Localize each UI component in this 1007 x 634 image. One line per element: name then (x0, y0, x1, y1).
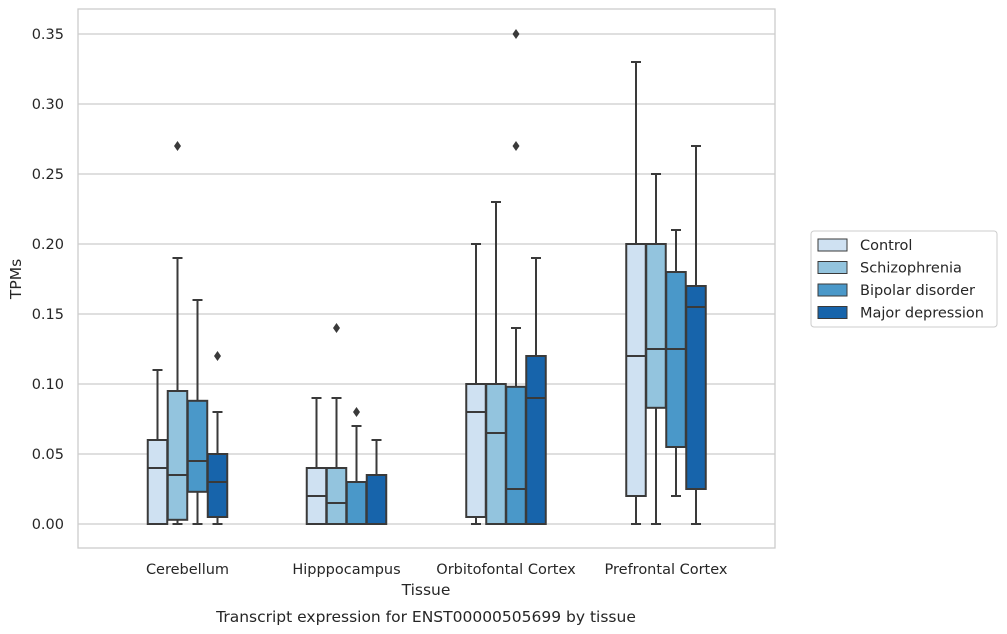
box-iqr (186, 399, 209, 493)
x-axis-label: Tissue (401, 581, 451, 599)
box-schizophrenia (645, 173, 667, 525)
box-major-depression (365, 439, 388, 525)
box-iqr (685, 285, 707, 490)
y-axis-label: TPMs (7, 259, 25, 300)
outlier-point (512, 141, 520, 151)
box-control (305, 397, 328, 525)
box-control (625, 61, 647, 525)
box-iqr (146, 439, 169, 525)
y-tick-label: 0.15 (32, 307, 64, 323)
legend-entry-label: Bipolar disorder (860, 283, 975, 299)
y-tick-labels: 0.00 0.05 0.10 0.15 0.20 0.25 0.30 0.35 (32, 27, 64, 533)
boxes (146, 29, 707, 525)
outlier-point (214, 351, 221, 361)
box-iqr (645, 243, 667, 409)
box-iqr (365, 474, 388, 525)
box-major-depression (525, 257, 547, 525)
legend: Control Schizophrenia Bipolar disorder Majo… (810, 230, 998, 328)
legend-swatch (817, 306, 848, 319)
box-iqr (206, 453, 229, 518)
box-iqr (465, 383, 487, 518)
y-tick-label: 0.30 (32, 97, 64, 113)
x-tick-label: Cerebellum (146, 562, 229, 578)
outlier-point (174, 141, 181, 151)
box-iqr (485, 383, 507, 525)
box-control (146, 369, 169, 525)
box-iqr (166, 390, 189, 521)
box-iqr (525, 355, 547, 525)
legend-swatch (817, 261, 848, 274)
legend-frame (810, 230, 998, 328)
x-tick-labels: Cerebellum Hipppocampus Orbitofontal Corte… (146, 562, 728, 578)
y-tick-label: 0.00 (32, 517, 64, 533)
outlier-point (333, 323, 340, 333)
box-schizophrenia (166, 141, 189, 525)
outlier-point (353, 407, 360, 417)
box-iqr (505, 385, 527, 525)
box-major-depression (206, 351, 229, 525)
box-bipolar-disorder (345, 407, 368, 525)
box-iqr (325, 467, 348, 525)
legend-entry-label: Control (860, 238, 912, 254)
x-tick-label: Orbitofontal Cortex (436, 562, 576, 578)
box-major-depression (685, 145, 707, 525)
box-control (465, 243, 487, 525)
plot-frame (77, 8, 776, 549)
box-schizophrenia (325, 323, 348, 525)
x-tick-label: Hipppocampus (292, 562, 400, 578)
x-tick-label: Prefrontal Cortex (605, 562, 728, 578)
legend-swatch (817, 238, 848, 252)
y-tick-label: 0.25 (32, 167, 64, 183)
box-bipolar-disorder (665, 229, 687, 497)
y-tick-label: 0.05 (32, 447, 64, 463)
chart-caption: Transcript expression for ENST0000050569… (215, 608, 636, 626)
legend-entry-label: Schizophrenia (860, 261, 962, 277)
legend-entry-label: Major depression (860, 306, 984, 322)
legend-swatch (817, 283, 848, 297)
box-iqr (625, 243, 647, 497)
y-tick-label: 0.35 (32, 27, 64, 43)
y-tick-label: 0.20 (32, 237, 64, 253)
box-iqr (345, 481, 368, 525)
y-tick-label: 0.10 (32, 377, 64, 393)
box-bipolar-disorder (505, 29, 527, 525)
box-schizophrenia (485, 201, 507, 525)
box-bipolar-disorder (186, 299, 209, 525)
outlier-point (512, 29, 520, 39)
box-iqr (665, 271, 687, 448)
